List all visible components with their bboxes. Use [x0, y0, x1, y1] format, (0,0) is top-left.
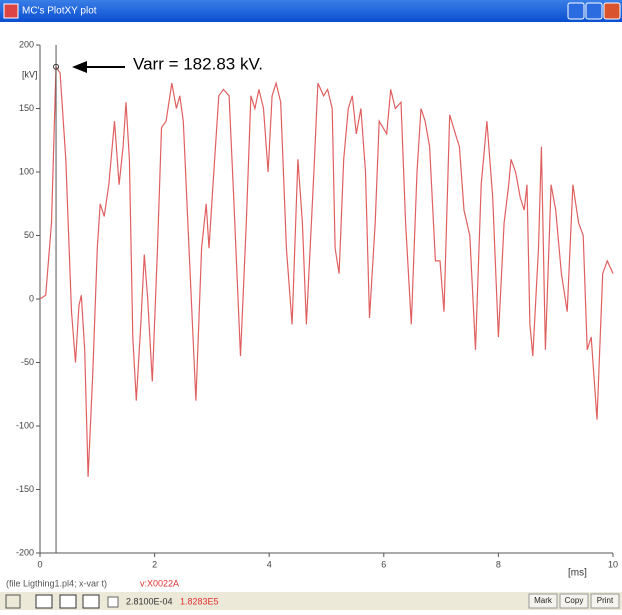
y-tick-label: 200 — [19, 39, 34, 49]
toolbar-button-label: Copy — [565, 596, 584, 605]
y-unit: [kV] — [22, 69, 38, 79]
x-unit: [ms] — [568, 568, 587, 579]
x-tick-label: 10 — [608, 559, 618, 569]
maximize-button[interactable] — [585, 2, 603, 20]
toolbar-button-label: Mark — [534, 596, 553, 605]
toolbar-button-label: Print — [597, 596, 614, 605]
y-tick-label: 100 — [19, 166, 34, 176]
title-bar — [0, 0, 622, 22]
status-file: (file Ligthing1.pl4; x-var t) — [6, 578, 107, 588]
x-tick-label: 8 — [496, 559, 501, 569]
x-tick-label: 4 — [267, 559, 272, 569]
y-tick-label: -100 — [16, 420, 34, 430]
y-tick-label: -150 — [16, 484, 34, 494]
y-tick-label: -50 — [21, 357, 34, 367]
checkbox[interactable] — [107, 596, 119, 608]
y-tick-label: -200 — [16, 547, 34, 557]
y-tick-label: 0 — [29, 293, 34, 303]
cursor-y: 1.8283E5 — [180, 596, 219, 606]
status-variable: v:X0022A — [140, 578, 179, 588]
minimize-button[interactable] — [567, 2, 585, 20]
zoom-tool[interactable] — [35, 594, 53, 609]
cursor-point — [53, 63, 60, 70]
x-tick-label: 6 — [381, 559, 386, 569]
toolbar-button[interactable] — [590, 593, 620, 609]
toolbar-button[interactable] — [559, 593, 589, 609]
grid-tool[interactable] — [5, 594, 21, 609]
pan-tool[interactable] — [59, 594, 77, 609]
x-tick-label: 2 — [152, 559, 157, 569]
arrow-head — [72, 61, 87, 73]
toolbar-button[interactable] — [528, 593, 558, 609]
y-tick-label: 50 — [24, 230, 34, 240]
y-tick-label: 150 — [19, 103, 34, 113]
window-title: MC's PlotXY plot — [22, 6, 97, 17]
toolbar — [0, 592, 622, 610]
app-icon — [3, 3, 19, 19]
close-button[interactable] — [603, 2, 621, 20]
frame-tool[interactable] — [82, 594, 100, 609]
annotation: Varr = 182.83 kV. — [133, 54, 263, 73]
cursor-x: 2.8100E-04 — [126, 596, 173, 606]
series-line — [39, 64, 614, 477]
x-tick-label: 0 — [37, 559, 42, 569]
